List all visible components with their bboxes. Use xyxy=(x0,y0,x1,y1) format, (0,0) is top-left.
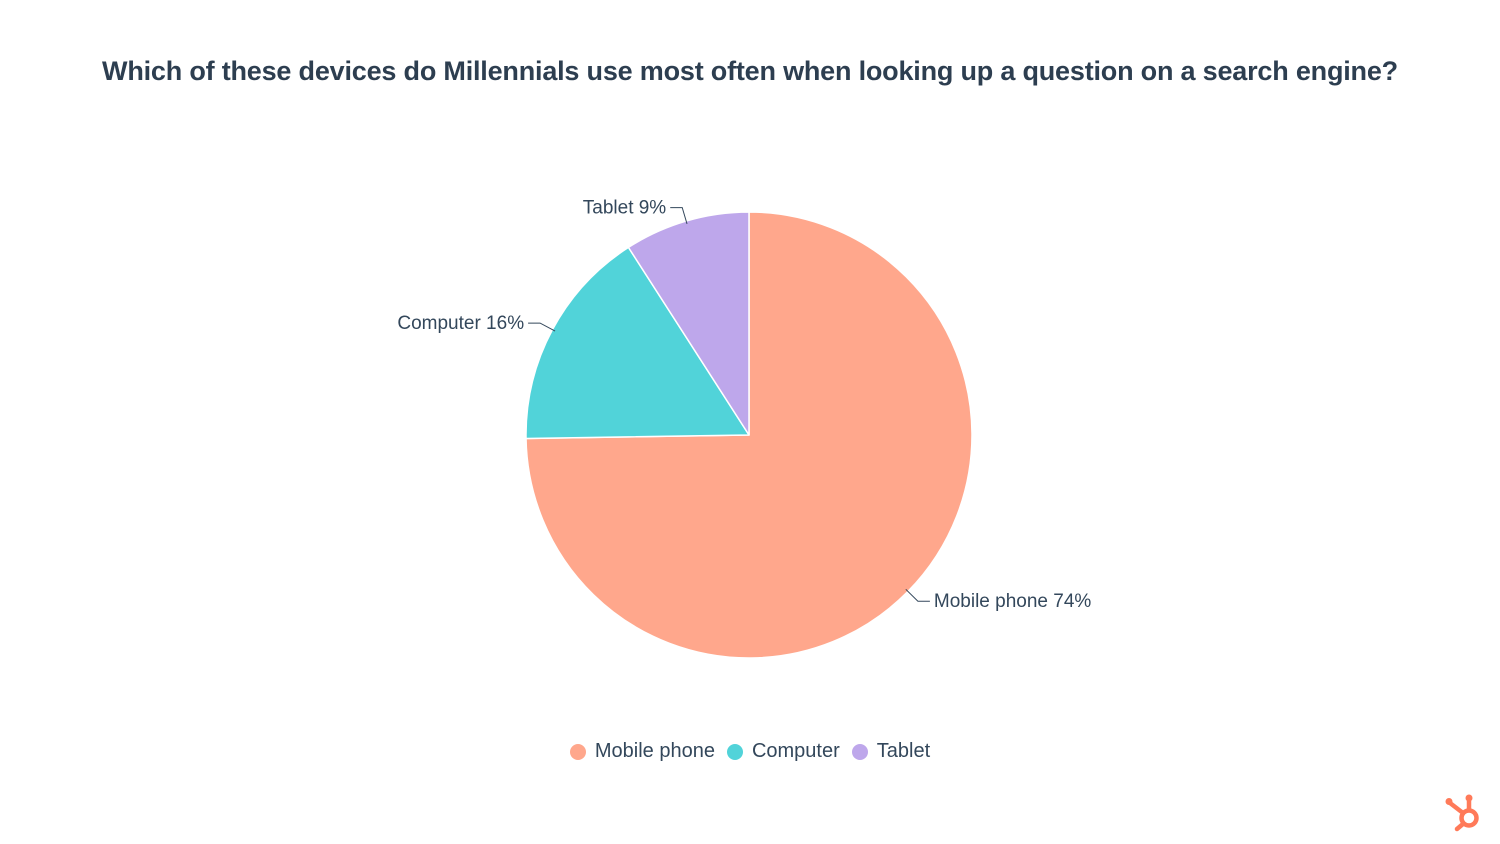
legend-swatch-computer xyxy=(726,743,743,760)
legend-label-mobile-phone: Mobile phone xyxy=(594,740,715,762)
legend-item-computer[interactable]: Computer xyxy=(726,740,840,763)
legend-item-mobile-phone[interactable]: Mobile phone xyxy=(569,740,715,763)
data-labels: Mobile phone 74% Computer 16% Tablet 9% xyxy=(397,198,1091,613)
legend-swatch-tablet xyxy=(851,743,868,760)
data-label-mobile-phone: Mobile phone 74% xyxy=(934,591,1091,612)
leader-lines xyxy=(528,207,930,602)
legend-item-tablet[interactable]: Tablet xyxy=(851,740,931,763)
data-label-computer: Computer 16% xyxy=(397,313,524,334)
leader-line-tablet xyxy=(670,207,688,225)
data-label-tablet: Tablet 9% xyxy=(583,198,667,219)
leader-line-computer xyxy=(528,322,556,332)
hubspot-sprocket-icon xyxy=(1445,794,1479,832)
leader-line-mobile-phone xyxy=(905,588,930,602)
legend: Mobile phone Computer Tablet xyxy=(0,740,1500,763)
chart-title: Which of these devices do Millennials us… xyxy=(102,56,1398,86)
pie-slices xyxy=(525,211,973,659)
legend-swatch-mobile-phone xyxy=(569,743,586,760)
legend-label-computer: Computer xyxy=(751,740,840,762)
legend-label-tablet: Tablet xyxy=(876,740,931,762)
